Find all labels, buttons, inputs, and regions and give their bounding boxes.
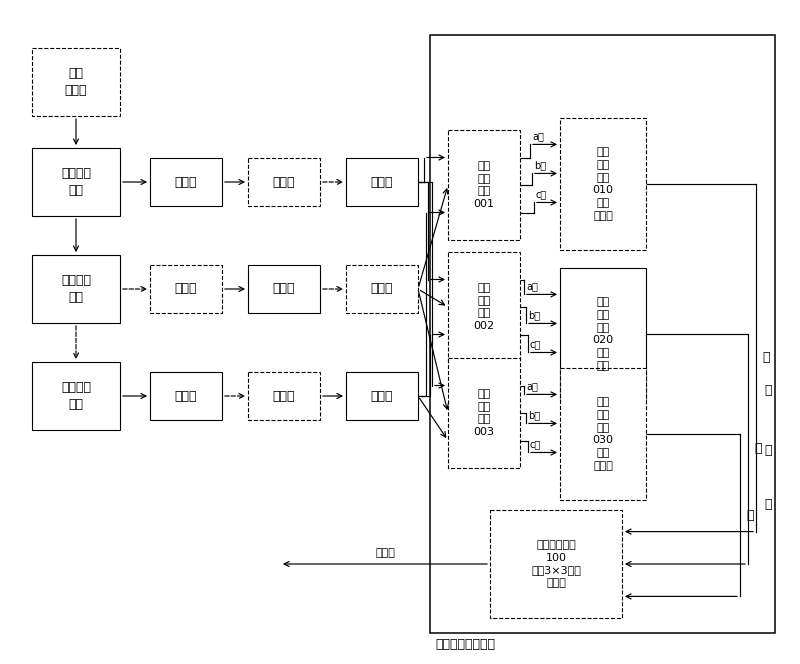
- Text: 寄存器: 寄存器: [174, 390, 198, 402]
- Bar: [560, 268, 646, 400]
- Text: 大: 大: [764, 499, 772, 511]
- Text: b小: b小: [528, 410, 540, 420]
- Bar: [346, 372, 418, 420]
- Bar: [150, 158, 222, 206]
- Bar: [490, 510, 622, 618]
- Text: 大: 大: [746, 509, 754, 522]
- Text: 中值滤波功能模块: 中值滤波功能模块: [435, 639, 495, 651]
- Text: 小: 小: [764, 384, 772, 396]
- Bar: [448, 130, 520, 240]
- Bar: [430, 35, 775, 633]
- Bar: [248, 372, 320, 420]
- Bar: [32, 48, 120, 116]
- Text: 三值
排序
模块
010
输出
最小值: 三值 排序 模块 010 输出 最小值: [593, 147, 614, 221]
- Text: 中: 中: [764, 444, 772, 457]
- Text: 三值
排序
模块
003: 三值 排序 模块 003: [474, 389, 494, 437]
- Bar: [32, 148, 120, 216]
- Text: 最终值: 最终值: [375, 548, 395, 558]
- Text: 先入先出
缓存: 先入先出 缓存: [61, 381, 91, 411]
- Bar: [560, 118, 646, 250]
- Text: c小: c小: [530, 440, 542, 450]
- Bar: [32, 255, 120, 323]
- Text: 中: 中: [754, 442, 762, 456]
- Text: 先入先出
缓存: 先入先出 缓存: [61, 274, 91, 303]
- Text: c大: c大: [536, 189, 547, 199]
- Bar: [150, 372, 222, 420]
- Bar: [346, 158, 418, 206]
- Bar: [560, 368, 646, 500]
- Bar: [32, 362, 120, 430]
- Text: 三值
排序
模块
020
输出
中值: 三值 排序 模块 020 输出 中值: [593, 297, 614, 371]
- Text: 相机
传感器: 相机 传感器: [65, 67, 87, 97]
- Text: 寄存器: 寄存器: [370, 175, 394, 189]
- Text: 寄存器: 寄存器: [273, 390, 295, 402]
- Bar: [448, 358, 520, 468]
- Bar: [448, 252, 520, 362]
- Text: c中: c中: [530, 339, 542, 349]
- Text: b中: b中: [528, 311, 540, 321]
- Text: 寄存器: 寄存器: [370, 282, 394, 295]
- Text: a中: a中: [526, 282, 538, 291]
- Text: 三值排序模块
100
输出3×3模板
中间值: 三值排序模块 100 输出3×3模板 中间值: [531, 540, 581, 588]
- Text: 小: 小: [762, 351, 770, 365]
- Text: 三值
排序
模块
030
输出
最大值: 三值 排序 模块 030 输出 最大值: [593, 397, 614, 471]
- Text: 寄存器: 寄存器: [370, 390, 394, 402]
- Text: 寄存器: 寄存器: [174, 175, 198, 189]
- Text: 寄存器: 寄存器: [273, 175, 295, 189]
- Text: 先入先出
缓存: 先入先出 缓存: [61, 167, 91, 197]
- Text: 寄存器: 寄存器: [273, 282, 295, 295]
- Bar: [248, 265, 320, 313]
- Text: 寄存器: 寄存器: [174, 282, 198, 295]
- Bar: [248, 158, 320, 206]
- Text: 三值
排序
模块
001: 三值 排序 模块 001: [474, 161, 494, 209]
- Text: b大: b大: [534, 161, 546, 171]
- Bar: [346, 265, 418, 313]
- Text: a大: a大: [532, 131, 544, 141]
- Text: a小: a小: [526, 381, 538, 391]
- Text: 三值
排序
模块
002: 三值 排序 模块 002: [474, 283, 494, 331]
- Bar: [150, 265, 222, 313]
